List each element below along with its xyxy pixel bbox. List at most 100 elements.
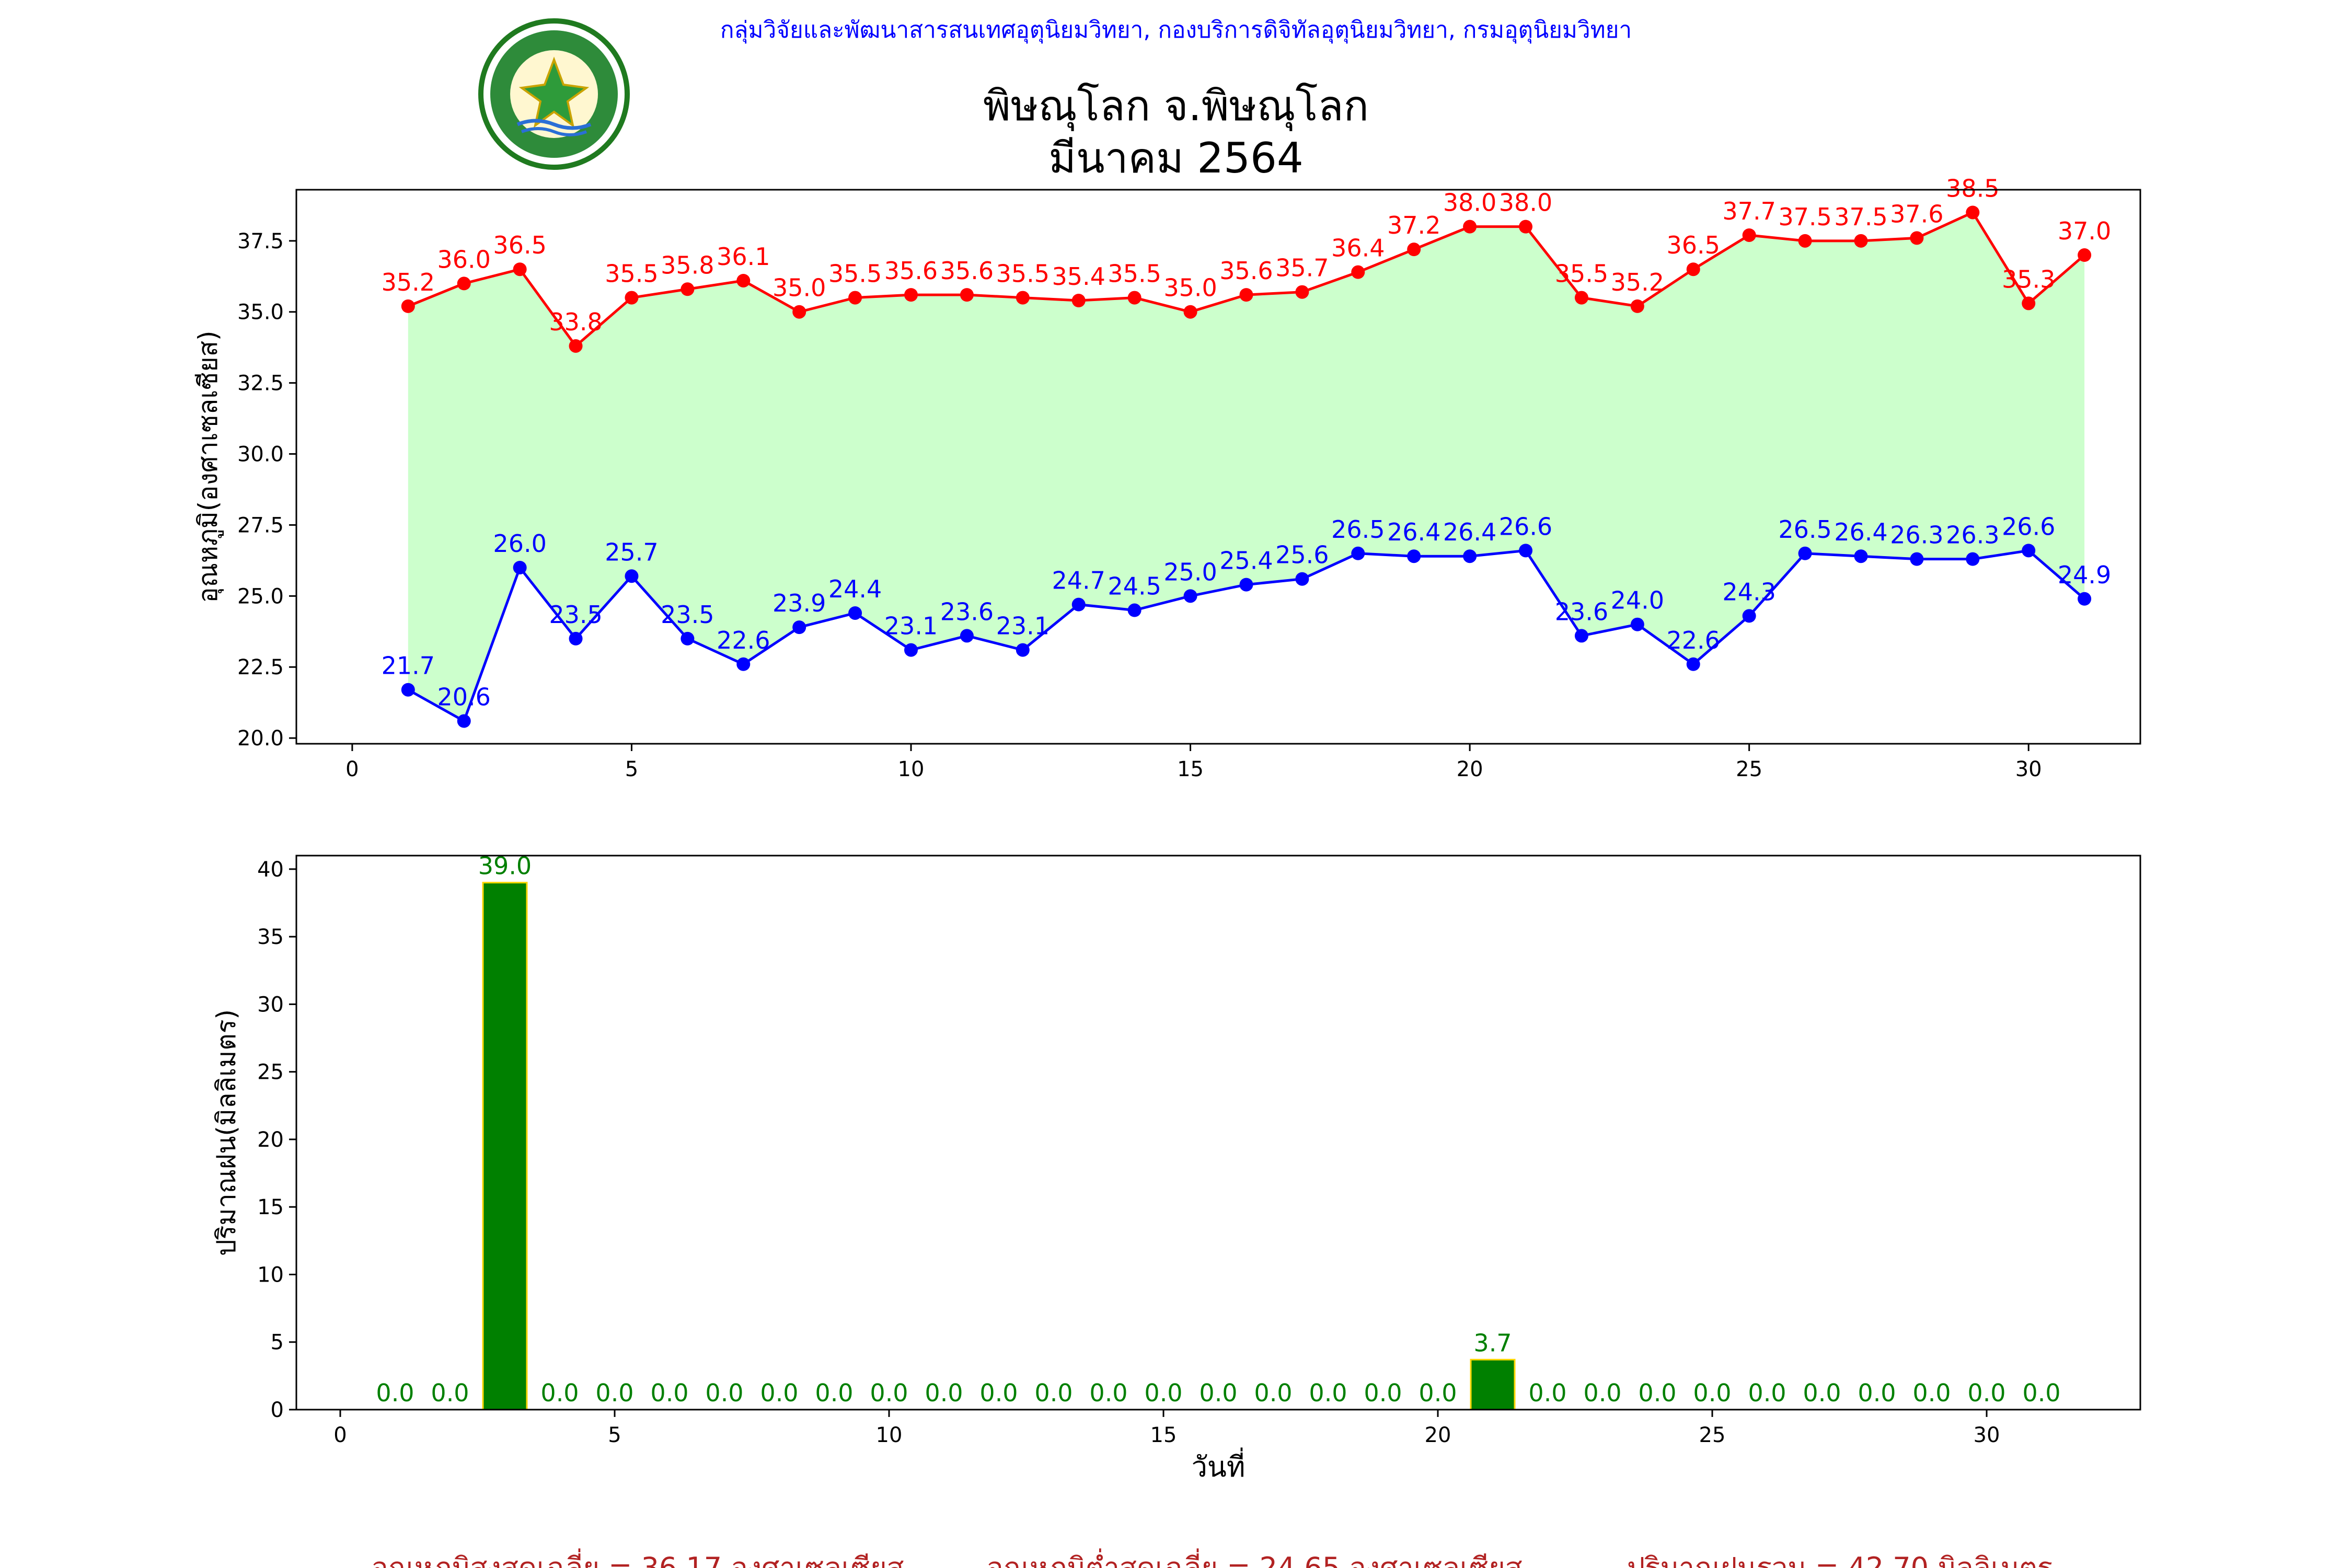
rainfall-bar [1470,1358,1516,1411]
min-temp-data-label: 24.9 [2058,561,2111,589]
max-temp-data-label: 35.5 [605,260,658,288]
rainfall-data-label: 0.0 [1034,1379,1073,1407]
rainfall-data-label: 0.0 [1144,1379,1182,1407]
rainfall-x-tick-label: 15 [1150,1423,1177,1447]
temperature-y-tick-label: 32.5 [237,372,284,396]
min-temp-data-label: 25.0 [1163,558,1217,586]
min-temp-point [1295,572,1309,586]
max-temp-data-label: 35.4 [1052,262,1105,291]
rainfall-data-label: 0.0 [815,1379,853,1407]
rainfall-data-label: 0.0 [1309,1379,1347,1407]
max-temp-point [1071,294,1086,307]
min-temp-point [1910,552,1924,566]
rainfall-x-tick-label: 25 [1699,1423,1726,1447]
min-temp-data-label: 26.6 [1499,512,1552,540]
rainfall-y-tick-label: 10 [257,1263,284,1287]
max-temp-data-label: 35.5 [996,260,1050,288]
rainfall-chart: 0.0 0.0 39.0 0.0 0.0 0.0 0.0 0.0 0.0 0.0 0.0 0.0 0.0… [211,852,2141,1483]
min-temp-point [1854,549,1868,563]
temperature-x-tick-label: 30 [2015,757,2042,781]
rainfall-data-label: 0.0 [1858,1379,1896,1407]
min-temp-data-label: 26.5 [1331,515,1385,544]
min-temp-data-label: 26.4 [1443,518,1496,546]
max-temp-point [569,339,583,353]
max-temp-point [1295,285,1309,299]
rainfall-y-tick-label: 35 [257,925,284,949]
rainfall-x-tick-label: 30 [1974,1423,2000,1447]
rainfall-plot-frame [295,855,2141,1411]
rainfall-data-label: 0.0 [870,1379,908,1407]
rainfall-data-label: 3.7 [1473,1329,1512,1357]
min-temp-point [569,631,583,645]
min-temp-point [904,643,918,657]
max-temp-point [792,305,806,319]
max-temp-point [457,276,471,291]
min-temp-data-label: 25.7 [605,538,658,566]
max-temp-point [1742,228,1756,242]
max-temp-data-label: 38.0 [1499,189,1552,217]
min-temp-data-label: 22.6 [1667,626,1720,654]
min-temp-data-label: 26.0 [493,529,546,558]
rainfall-data-label: 0.0 [431,1379,469,1407]
min-temp-point [848,606,862,620]
max-temp-point [625,291,639,305]
temperature-x-tick-label: 15 [1177,757,1204,781]
rainfall-data-label: 0.0 [760,1379,798,1407]
min-temp-point [1127,603,1142,617]
min-temp-point [1463,549,1477,563]
min-temp-point [2022,544,2036,558]
min-temp-point [2078,592,2092,606]
max-temp-point [1854,234,1868,248]
rainfall-x-tick-label: 20 [1425,1423,1451,1447]
min-temp-data-label: 26.4 [1834,518,1887,546]
min-temp-point [457,714,471,728]
temperature-y-tick-label: 35.0 [237,301,284,325]
department-logo [478,18,630,170]
temperature-y-tick-label: 20.0 [237,727,284,751]
temperature-x-tick-label: 20 [1457,757,1483,781]
min-temp-data-label: 20.6 [437,683,491,711]
max-temp-data-label: 36.5 [493,231,546,259]
rainfall-data-label: 0.0 [925,1379,963,1407]
min-temp-point [1519,544,1532,558]
max-temp-data-label: 37.7 [1722,197,1775,225]
max-temp-data-label: 36.0 [437,245,491,273]
rainfall-data-label: 0.0 [979,1379,1018,1407]
temperature-y-axis-label: อุณหภูมิ(องศาเซลเซียส) [193,330,224,603]
rainfall-data-label: 0.0 [1419,1379,1457,1407]
rainfall-data-label: 0.0 [1199,1379,1237,1407]
max-temp-point [401,299,415,313]
rainfall-data-label: 0.0 [1254,1379,1292,1407]
min-temp-point [401,683,415,697]
min-temp-data-label: 26.5 [1778,515,1831,544]
temperature-x-tick-label: 10 [898,757,925,781]
rainfall-y-tick-label: 20 [257,1128,284,1152]
rainfall-data-label: 0.0 [540,1379,579,1407]
min-temp-data-label: 23.1 [996,612,1050,640]
min-temp-point [1686,657,1700,671]
max-temp-point [1239,288,1253,302]
min-temp-point [1798,546,1812,560]
min-temp-data-label: 26.6 [2002,512,2055,540]
temperature-y-tick-label: 30.0 [237,443,284,467]
rainfall-x-tick-label: 10 [876,1423,903,1447]
rainfall-data-label: 39.0 [478,852,532,880]
rainfall-data-label: 0.0 [1638,1379,1676,1407]
max-temp-point [1016,291,1030,305]
min-temp-data-label: 26.4 [1387,518,1440,546]
rainfall-data-label: 0.0 [1089,1379,1127,1407]
min-temp-point [1574,629,1588,643]
rainfall-x-axis-label: วันที่ [1192,1447,1246,1483]
max-temp-data-label: 35.2 [382,268,435,296]
page-subtitle: มีนาคม 2564 [1048,134,1304,182]
max-temp-point [904,288,918,302]
max-temp-data-label: 35.6 [940,257,994,285]
max-temp-data-label: 35.5 [1555,260,1608,288]
min-temp-point [1183,589,1197,603]
max-temp-data-label: 35.5 [828,260,882,288]
min-temp-point [792,620,806,635]
max-temp-data-label: 35.6 [1219,257,1273,285]
min-temp-point [736,657,751,671]
rainfall-y-tick-label: 5 [271,1331,284,1355]
